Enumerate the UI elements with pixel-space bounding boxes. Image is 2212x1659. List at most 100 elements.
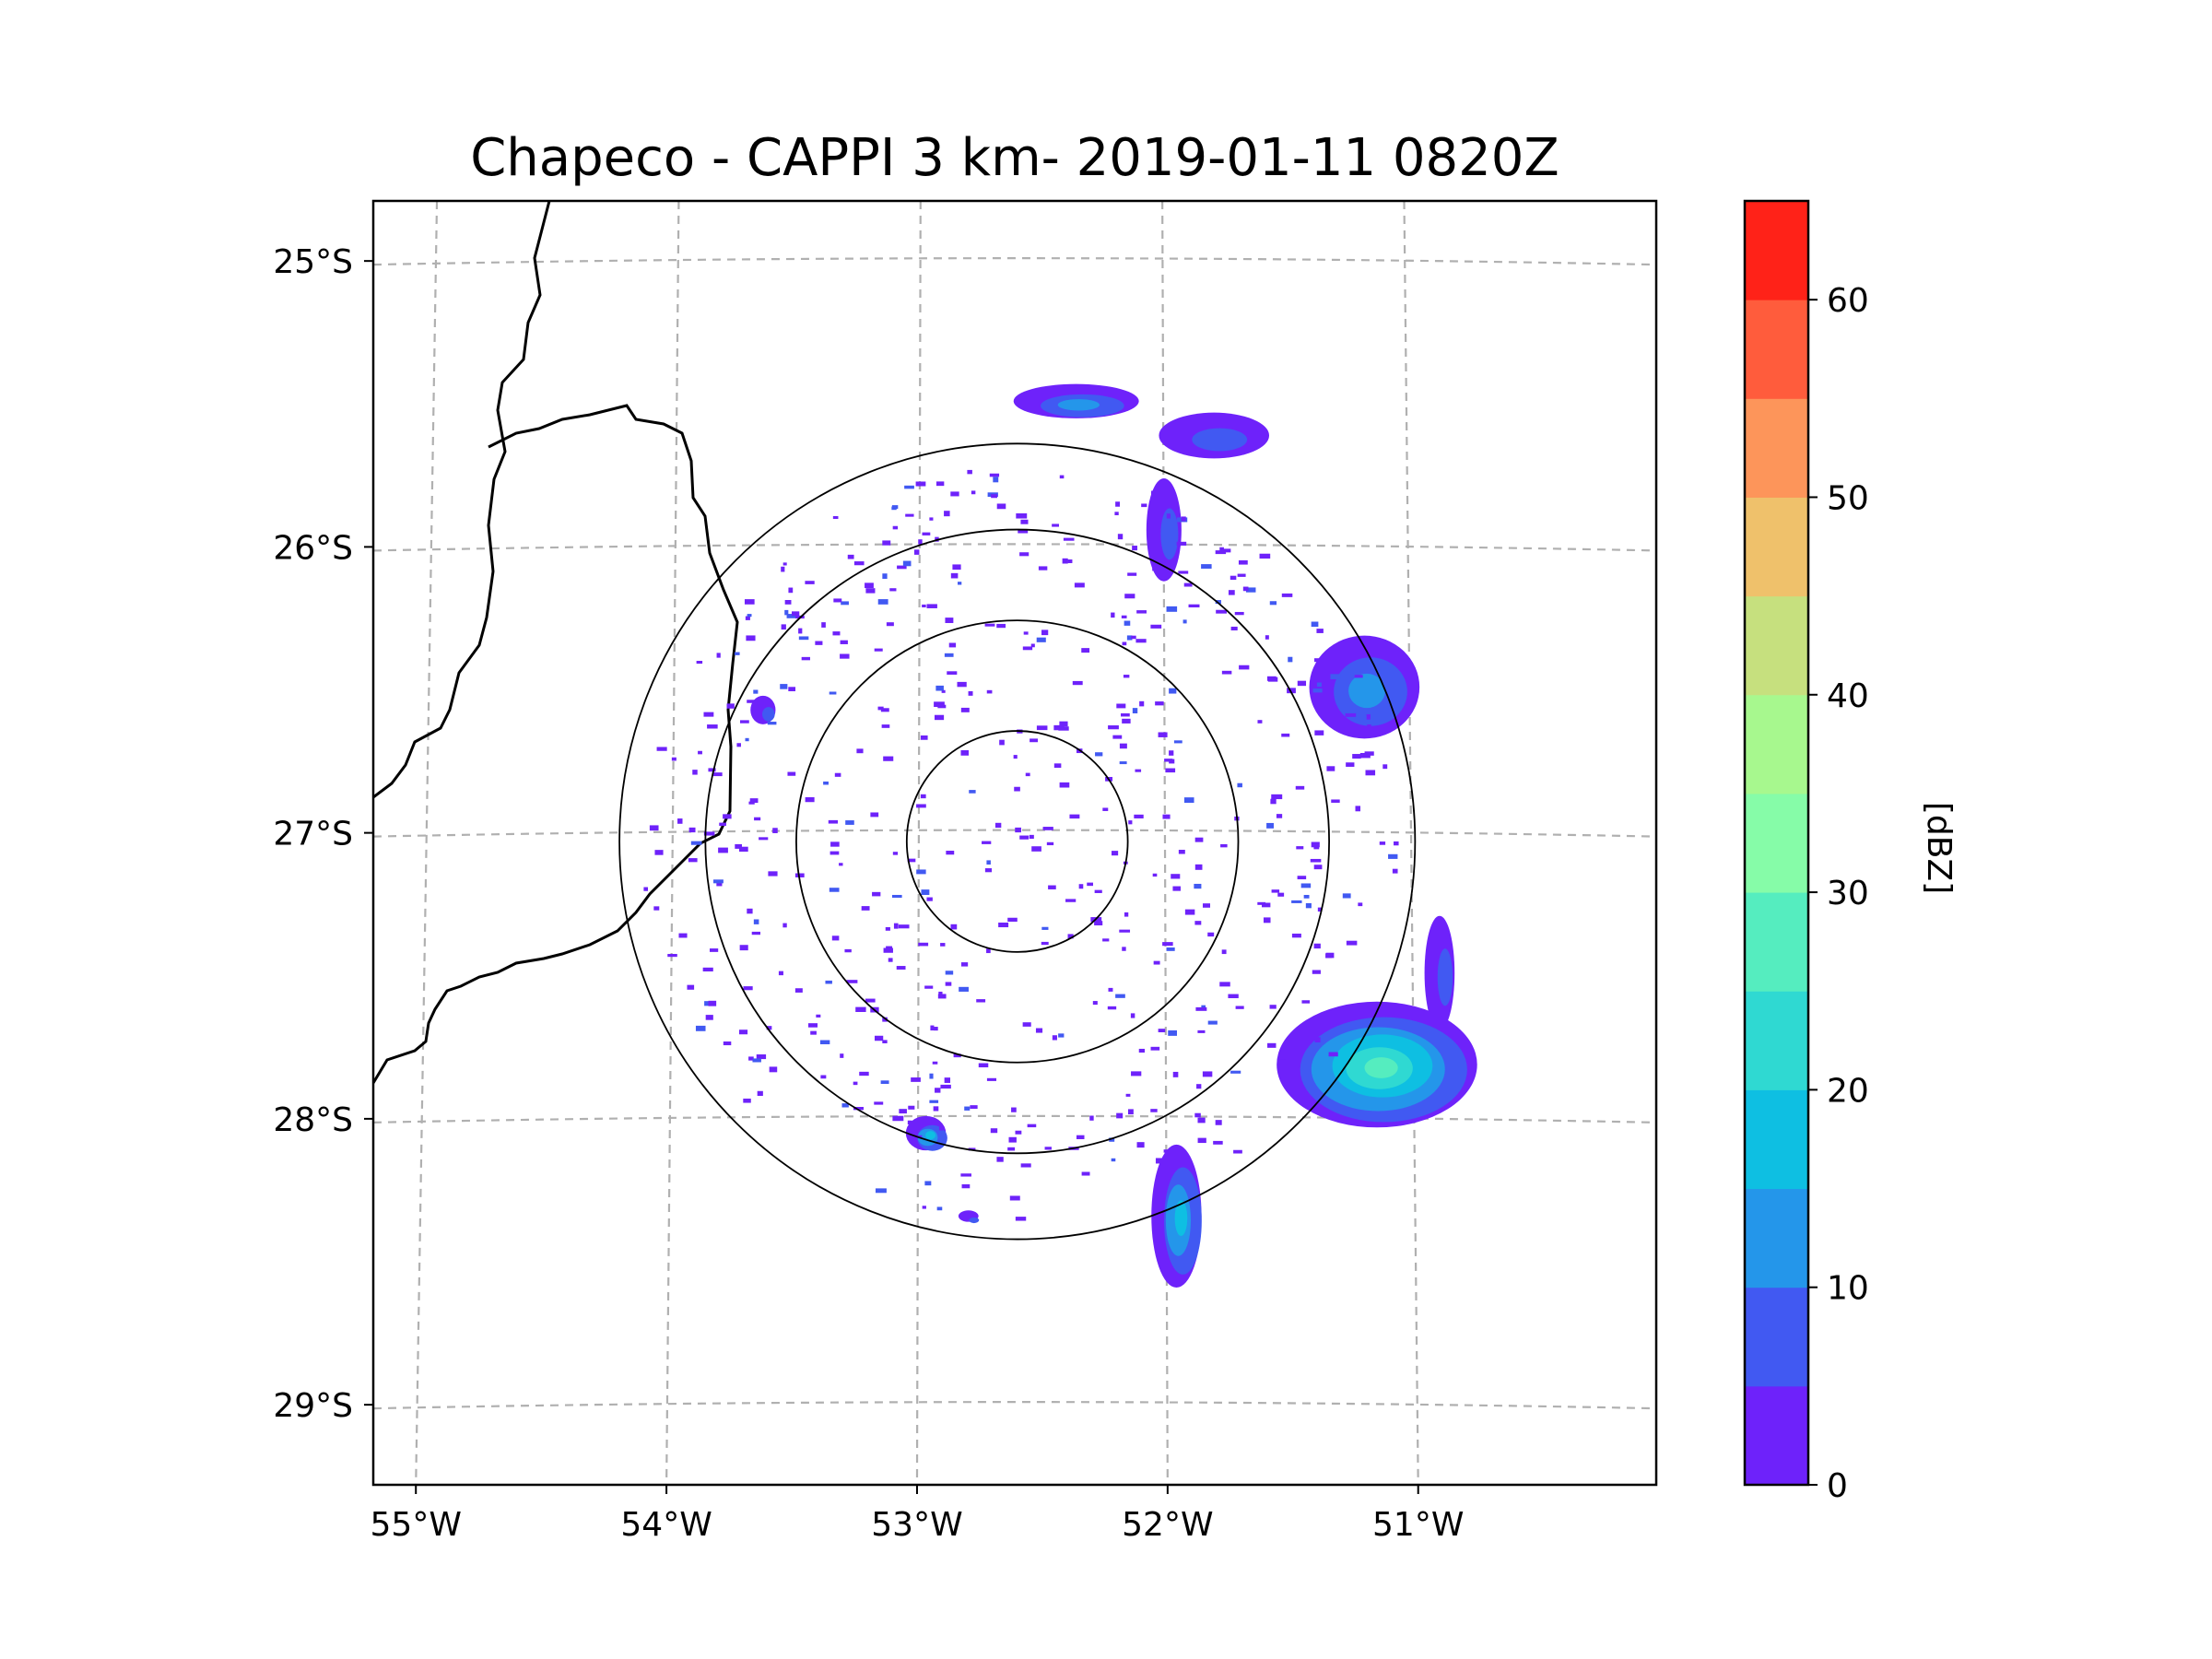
echo-speckle (766, 1026, 772, 1030)
border-lines (373, 201, 739, 1084)
echo-speckle (1169, 750, 1174, 756)
echo-speckle (1230, 626, 1238, 630)
echo-speckle (915, 481, 926, 487)
echo-speckle (1030, 643, 1035, 648)
echo-speckle (695, 1025, 706, 1031)
echo-speckle (769, 1066, 778, 1073)
echo-speckle (989, 473, 1000, 477)
echo-speckle (1316, 682, 1322, 688)
echo-speckle (1235, 1006, 1244, 1009)
echo-speckle (754, 817, 761, 821)
echo-speckle (1313, 865, 1323, 870)
echo-speckle (897, 565, 907, 570)
echo-speckle (1330, 674, 1341, 679)
echo-speckle (767, 722, 777, 725)
echo-speckle (861, 906, 870, 911)
echo-speckle (1288, 656, 1293, 663)
echo-speckle (1007, 917, 1018, 923)
echo-speckle (707, 724, 718, 729)
echo-speckle (1020, 1163, 1031, 1168)
echo-speckle (696, 661, 703, 665)
echo-speckle (1310, 858, 1322, 863)
echo-speckle (932, 1061, 938, 1065)
echo-speckle (1058, 1033, 1065, 1038)
echo-speckle (940, 1084, 951, 1089)
echo-speckle (1078, 884, 1084, 889)
echo-speckle (1314, 658, 1324, 663)
echo-speckle (1074, 582, 1085, 588)
echo-speckle (1178, 571, 1189, 574)
echo-speckle (1194, 864, 1203, 870)
echo-speckle (1008, 1136, 1017, 1143)
echo-speckle (950, 924, 958, 930)
echo-speckle (877, 599, 888, 605)
echo-speckle (1059, 782, 1070, 788)
echo-speckle (1328, 1052, 1338, 1057)
echo-speckle (940, 943, 946, 947)
echo-speckle (886, 946, 892, 949)
echo-speckle (916, 804, 926, 808)
colorbar-band (1745, 595, 1808, 696)
echo-speckle (1176, 541, 1187, 546)
echo-speckle (1009, 1195, 1020, 1201)
echo-speckle (781, 624, 786, 630)
y-tick-label: 26°S (273, 529, 353, 567)
echo-speckle (1132, 708, 1138, 713)
echo-speckle (971, 490, 976, 495)
echo-speckle (1184, 909, 1195, 915)
echo-speckle (1182, 619, 1187, 624)
echo-speckle (781, 566, 785, 572)
echo-speckle (1022, 1022, 1031, 1027)
echo-speckle (882, 1017, 888, 1022)
echo-speckle (1352, 754, 1361, 759)
colorbar-band (1745, 1385, 1808, 1486)
echo-speckle (1155, 701, 1164, 706)
echo-speckle (656, 747, 667, 751)
graticule (373, 201, 1656, 1485)
echo-speckle (1279, 1059, 1289, 1064)
parallel-gridline (373, 1114, 1656, 1124)
echo-speckle (677, 818, 683, 824)
echo-speckle (1126, 635, 1133, 641)
echo-speckle (899, 1109, 907, 1114)
echo-speckle (926, 604, 937, 608)
echo-speckle (1038, 566, 1048, 571)
echo-speckle (881, 724, 890, 728)
echo-speckle (1125, 1093, 1131, 1097)
echo-speckle (1152, 873, 1158, 877)
echo-speckle (924, 985, 934, 989)
parallel-gridline (373, 1401, 1656, 1410)
echo-speckle (768, 871, 778, 877)
echo-speckle (904, 485, 914, 489)
echo-speckle (1245, 587, 1256, 593)
echo-speckle (883, 947, 893, 953)
echo-speckle (716, 880, 723, 887)
echo-speckle (753, 689, 759, 694)
echo-speckle (743, 1098, 751, 1103)
reflectivity-echoes (643, 383, 1477, 1288)
echo-speckle (1109, 1137, 1115, 1142)
colorbar-tick-label: 60 (1827, 282, 1869, 320)
echo-speckle (982, 841, 992, 844)
echo-speckle (882, 540, 891, 546)
colorbar-band (1745, 398, 1808, 498)
echo-speckle (948, 642, 957, 648)
echo-speckle (944, 511, 950, 517)
colorbar-band (1745, 793, 1808, 893)
echo-speckle (902, 560, 912, 567)
echo-speckle (929, 1073, 934, 1079)
echo-speckle (960, 1173, 971, 1177)
echo-speckle (937, 994, 947, 999)
echo-speckle (1354, 675, 1363, 678)
echo-speckle (840, 640, 848, 644)
echo-speckle (1031, 846, 1041, 852)
range-ring (795, 619, 1240, 1064)
echo-speckle (1291, 900, 1302, 903)
echo-speckle (933, 1106, 939, 1112)
echo-speckle (1388, 853, 1398, 859)
echo-speckle (865, 588, 876, 594)
echo-speckle (1265, 635, 1269, 640)
echo-speckle (891, 505, 899, 510)
colorbar-band (1745, 1188, 1808, 1288)
echo-speckle (882, 1040, 888, 1043)
